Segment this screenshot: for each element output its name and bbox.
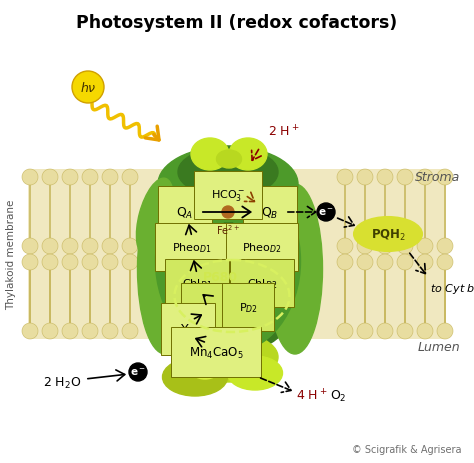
Bar [224, 185, 232, 349]
Circle shape [82, 169, 98, 186]
Circle shape [82, 255, 98, 270]
Ellipse shape [137, 179, 173, 257]
Ellipse shape [178, 332, 278, 382]
Text: e$^-$: e$^-$ [318, 207, 334, 218]
Ellipse shape [228, 356, 283, 390]
Ellipse shape [191, 139, 229, 171]
Ellipse shape [189, 355, 221, 379]
Circle shape [437, 169, 453, 186]
Circle shape [42, 238, 58, 255]
Circle shape [42, 255, 58, 270]
Circle shape [397, 169, 413, 186]
Bar [28, 169, 446, 339]
Circle shape [357, 255, 373, 270]
Text: Fe$^{2+}$: Fe$^{2+}$ [216, 223, 240, 236]
Circle shape [377, 238, 393, 255]
Circle shape [72, 72, 104, 104]
Text: Y$_Z$: Y$_Z$ [180, 322, 196, 337]
Text: to Cyt $b_6f$: to Cyt $b_6f$ [430, 282, 474, 295]
Circle shape [22, 169, 38, 186]
Circle shape [377, 255, 393, 270]
Text: h$\nu$: h$\nu$ [80, 81, 96, 95]
Circle shape [62, 323, 78, 339]
Circle shape [397, 323, 413, 339]
Ellipse shape [139, 147, 317, 356]
Ellipse shape [354, 218, 422, 251]
Ellipse shape [163, 358, 228, 396]
Circle shape [417, 169, 433, 186]
Circle shape [22, 255, 38, 270]
Circle shape [102, 255, 118, 270]
Circle shape [42, 323, 58, 339]
Text: Q$_A$: Q$_A$ [176, 205, 194, 220]
Circle shape [102, 323, 118, 339]
Circle shape [417, 255, 433, 270]
Circle shape [222, 206, 234, 219]
Circle shape [357, 323, 373, 339]
Ellipse shape [137, 185, 192, 354]
Circle shape [42, 169, 58, 186]
Circle shape [22, 238, 38, 255]
Circle shape [129, 363, 147, 381]
Text: Q$_B$: Q$_B$ [261, 205, 279, 220]
Circle shape [62, 238, 78, 255]
Text: P$_{D2}$: P$_{D2}$ [238, 300, 257, 314]
Circle shape [417, 238, 433, 255]
Circle shape [62, 255, 78, 270]
Circle shape [82, 323, 98, 339]
Circle shape [437, 238, 453, 255]
Ellipse shape [217, 150, 241, 169]
Text: Thylakoid membrane: Thylakoid membrane [6, 200, 16, 310]
Text: Lumen: Lumen [418, 341, 460, 354]
Text: Mn$_4$CaO$_5$: Mn$_4$CaO$_5$ [189, 345, 243, 360]
Circle shape [417, 323, 433, 339]
Circle shape [377, 169, 393, 186]
Circle shape [357, 169, 373, 186]
Text: 4 H$^+$: 4 H$^+$ [296, 388, 328, 403]
Circle shape [62, 169, 78, 186]
Text: Chl$_{D2}$: Chl$_{D2}$ [247, 276, 277, 290]
Text: Pheo$_{D2}$: Pheo$_{D2}$ [242, 241, 282, 254]
Ellipse shape [158, 147, 298, 222]
Circle shape [337, 238, 353, 255]
Text: © Scigrafik & Agrisera: © Scigrafik & Agrisera [353, 444, 462, 454]
Text: PQH$_2$: PQH$_2$ [371, 227, 405, 242]
Ellipse shape [229, 139, 267, 171]
Text: e$^-$: e$^-$ [130, 367, 146, 378]
Circle shape [122, 238, 138, 255]
Circle shape [357, 238, 373, 255]
Ellipse shape [193, 358, 207, 368]
Text: P680: P680 [202, 271, 237, 284]
Text: Chl$_{D1}$: Chl$_{D1}$ [182, 276, 212, 290]
Text: O$_2$: O$_2$ [330, 388, 346, 403]
Text: Stroma: Stroma [415, 171, 460, 184]
Circle shape [337, 169, 353, 186]
Circle shape [337, 255, 353, 270]
Circle shape [397, 238, 413, 255]
Text: 2 H$_2$O: 2 H$_2$O [43, 375, 81, 390]
Ellipse shape [155, 169, 301, 354]
Circle shape [397, 255, 413, 270]
Ellipse shape [178, 148, 278, 198]
Text: Photosystem II (redox cofactors): Photosystem II (redox cofactors) [76, 14, 398, 32]
Circle shape [122, 323, 138, 339]
Circle shape [122, 169, 138, 186]
Circle shape [102, 169, 118, 186]
Text: 2 H$^+$: 2 H$^+$ [268, 125, 300, 140]
Circle shape [337, 323, 353, 339]
Circle shape [82, 238, 98, 255]
Text: P$_{D1}$: P$_{D1}$ [198, 300, 217, 314]
Text: Pheo$_{D1}$: Pheo$_{D1}$ [172, 241, 212, 254]
Circle shape [437, 255, 453, 270]
Circle shape [122, 255, 138, 270]
Circle shape [437, 323, 453, 339]
Circle shape [317, 204, 335, 221]
Circle shape [102, 238, 118, 255]
Circle shape [22, 323, 38, 339]
Circle shape [377, 323, 393, 339]
Text: HCO$_3^-$: HCO$_3^-$ [211, 188, 245, 203]
Ellipse shape [267, 185, 322, 354]
